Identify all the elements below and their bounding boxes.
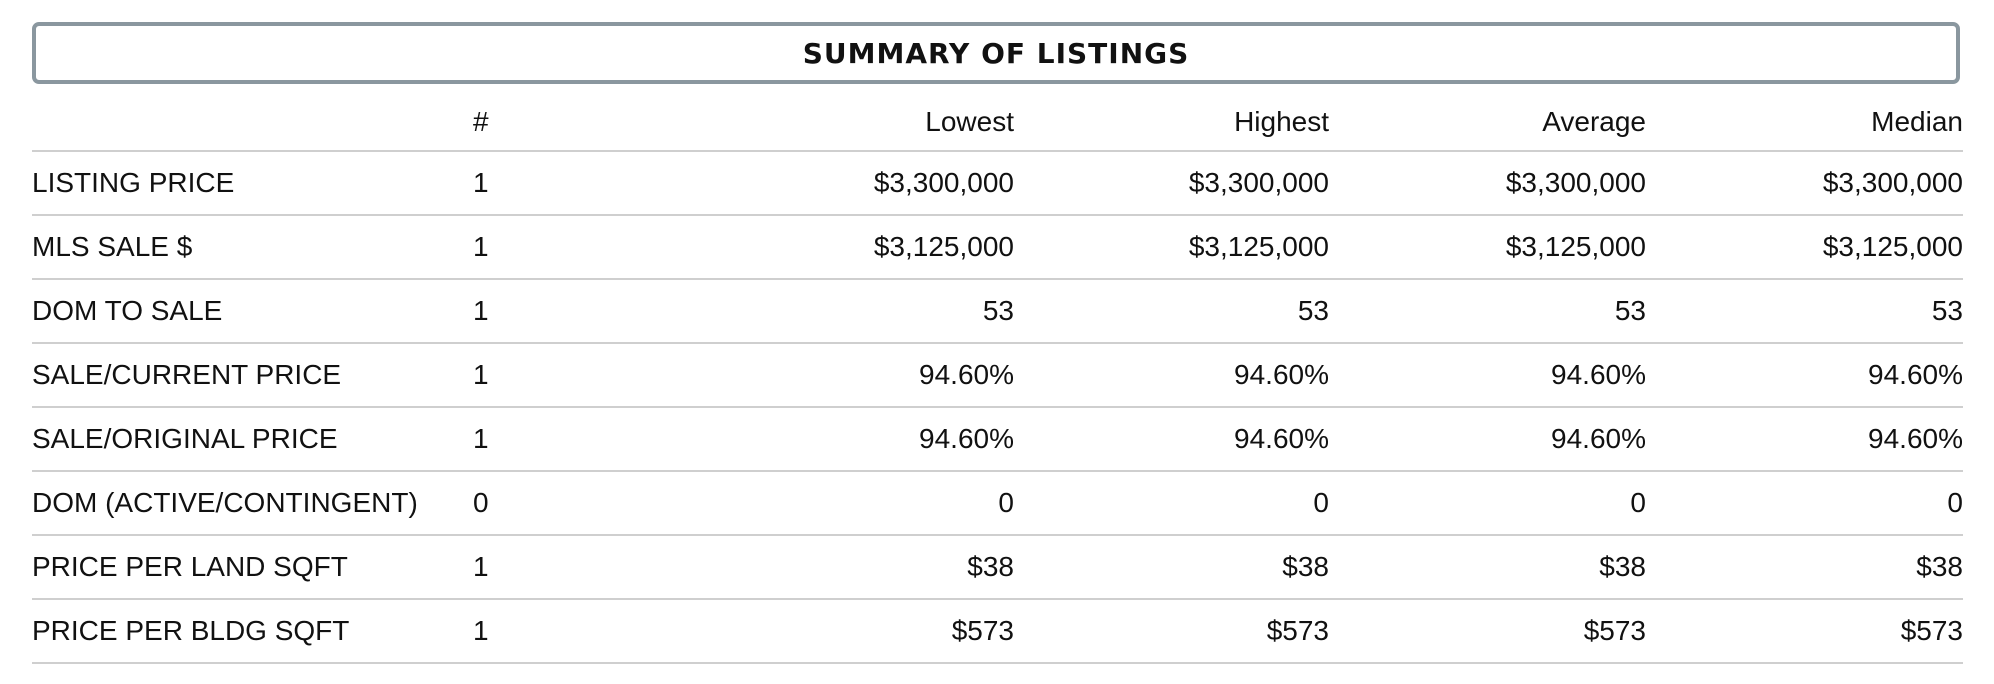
row-highest: $3,300,000 <box>1014 151 1329 216</box>
row-average: 53 <box>1329 279 1646 344</box>
row-lowest: 53 <box>682 279 1014 344</box>
row-median: $3,300,000 <box>1646 151 1963 216</box>
row-count: 1 <box>473 279 682 344</box>
row-highest: 94.60% <box>1014 407 1329 472</box>
row-label: PRICE PER BLDG SQFT <box>32 599 473 664</box>
row-median: $3,125,000 <box>1646 215 1963 280</box>
row-label: LISTING PRICE <box>32 151 473 216</box>
row-lowest: 0 <box>682 471 1014 536</box>
row-label: SALE/ORIGINAL PRICE <box>32 407 473 472</box>
table-row: LISTING PRICE 1 $3,300,000 $3,300,000 $3,300… <box>32 151 1963 216</box>
row-highest: 94.60% <box>1014 343 1329 408</box>
row-lowest: $573 <box>682 599 1014 664</box>
row-lowest: $3,125,000 <box>682 215 1014 280</box>
table-row: DOM TO SALE 1 53 53 53 53 <box>32 279 1963 344</box>
column-header-median: Median <box>1646 94 1963 152</box>
row-label: DOM (ACTIVE/CONTINGENT) <box>32 471 473 536</box>
row-average: 94.60% <box>1329 407 1646 472</box>
row-count: 1 <box>473 151 682 216</box>
row-average: $3,125,000 <box>1329 215 1646 280</box>
row-average: 0 <box>1329 471 1646 536</box>
table-header-row: # Lowest Highest Average Median <box>32 94 1963 152</box>
row-median: 53 <box>1646 279 1963 344</box>
summary-table: # Lowest Highest Average Median LISTING … <box>32 94 1963 664</box>
row-count: 1 <box>473 599 682 664</box>
page-title: SUMMARY OF LISTINGS <box>802 36 1190 70</box>
row-lowest: $38 <box>682 535 1014 600</box>
row-highest: 53 <box>1014 279 1329 344</box>
table-row: SALE/ORIGINAL PRICE 1 94.60% 94.60% 94.60% 94… <box>32 407 1963 472</box>
column-header-lowest: Lowest <box>682 94 1014 152</box>
row-label: MLS SALE $ <box>32 215 473 280</box>
table-row: SALE/CURRENT PRICE 1 94.60% 94.60% 94.60% 94.… <box>32 343 1963 408</box>
row-median: $573 <box>1646 599 1963 664</box>
row-average: $3,300,000 <box>1329 151 1646 216</box>
column-header-average: Average <box>1329 94 1646 152</box>
summary-title-box: SUMMARY OF LISTINGS <box>32 22 1960 84</box>
row-label: PRICE PER LAND SQFT <box>32 535 473 600</box>
row-count: 1 <box>473 535 682 600</box>
table-row: DOM (ACTIVE/CONTINGENT) 0 0 0 0 0 <box>32 471 1963 536</box>
row-highest: $573 <box>1014 599 1329 664</box>
row-median: 0 <box>1646 471 1963 536</box>
row-label: DOM TO SALE <box>32 279 473 344</box>
row-average: 94.60% <box>1329 343 1646 408</box>
row-count: 1 <box>473 343 682 408</box>
column-header-highest: Highest <box>1014 94 1329 152</box>
row-count: 1 <box>473 407 682 472</box>
row-highest: $3,125,000 <box>1014 215 1329 280</box>
row-median: 94.60% <box>1646 343 1963 408</box>
row-median: 94.60% <box>1646 407 1963 472</box>
column-header-count: # <box>473 94 682 152</box>
row-highest: $38 <box>1014 535 1329 600</box>
row-count: 1 <box>473 215 682 280</box>
row-median: $38 <box>1646 535 1963 600</box>
row-lowest: $3,300,000 <box>682 151 1014 216</box>
table-row: MLS SALE $1 $3,125,000 $3,125,000 $3,125,00… <box>32 215 1963 280</box>
row-lowest: 94.60% <box>682 343 1014 408</box>
table-row: PRICE PER LAND SQFT 1 $38 $38 $38 $38 <box>32 535 1963 600</box>
column-header-label <box>32 94 473 152</box>
table-row: PRICE PER BLDG SQFT 1 $573 $573 $573 $573 <box>32 599 1963 664</box>
row-label: SALE/CURRENT PRICE <box>32 343 473 408</box>
row-lowest: 94.60% <box>682 407 1014 472</box>
row-average: $573 <box>1329 599 1646 664</box>
row-average: $38 <box>1329 535 1646 600</box>
row-highest: 0 <box>1014 471 1329 536</box>
row-count: 0 <box>473 471 682 536</box>
